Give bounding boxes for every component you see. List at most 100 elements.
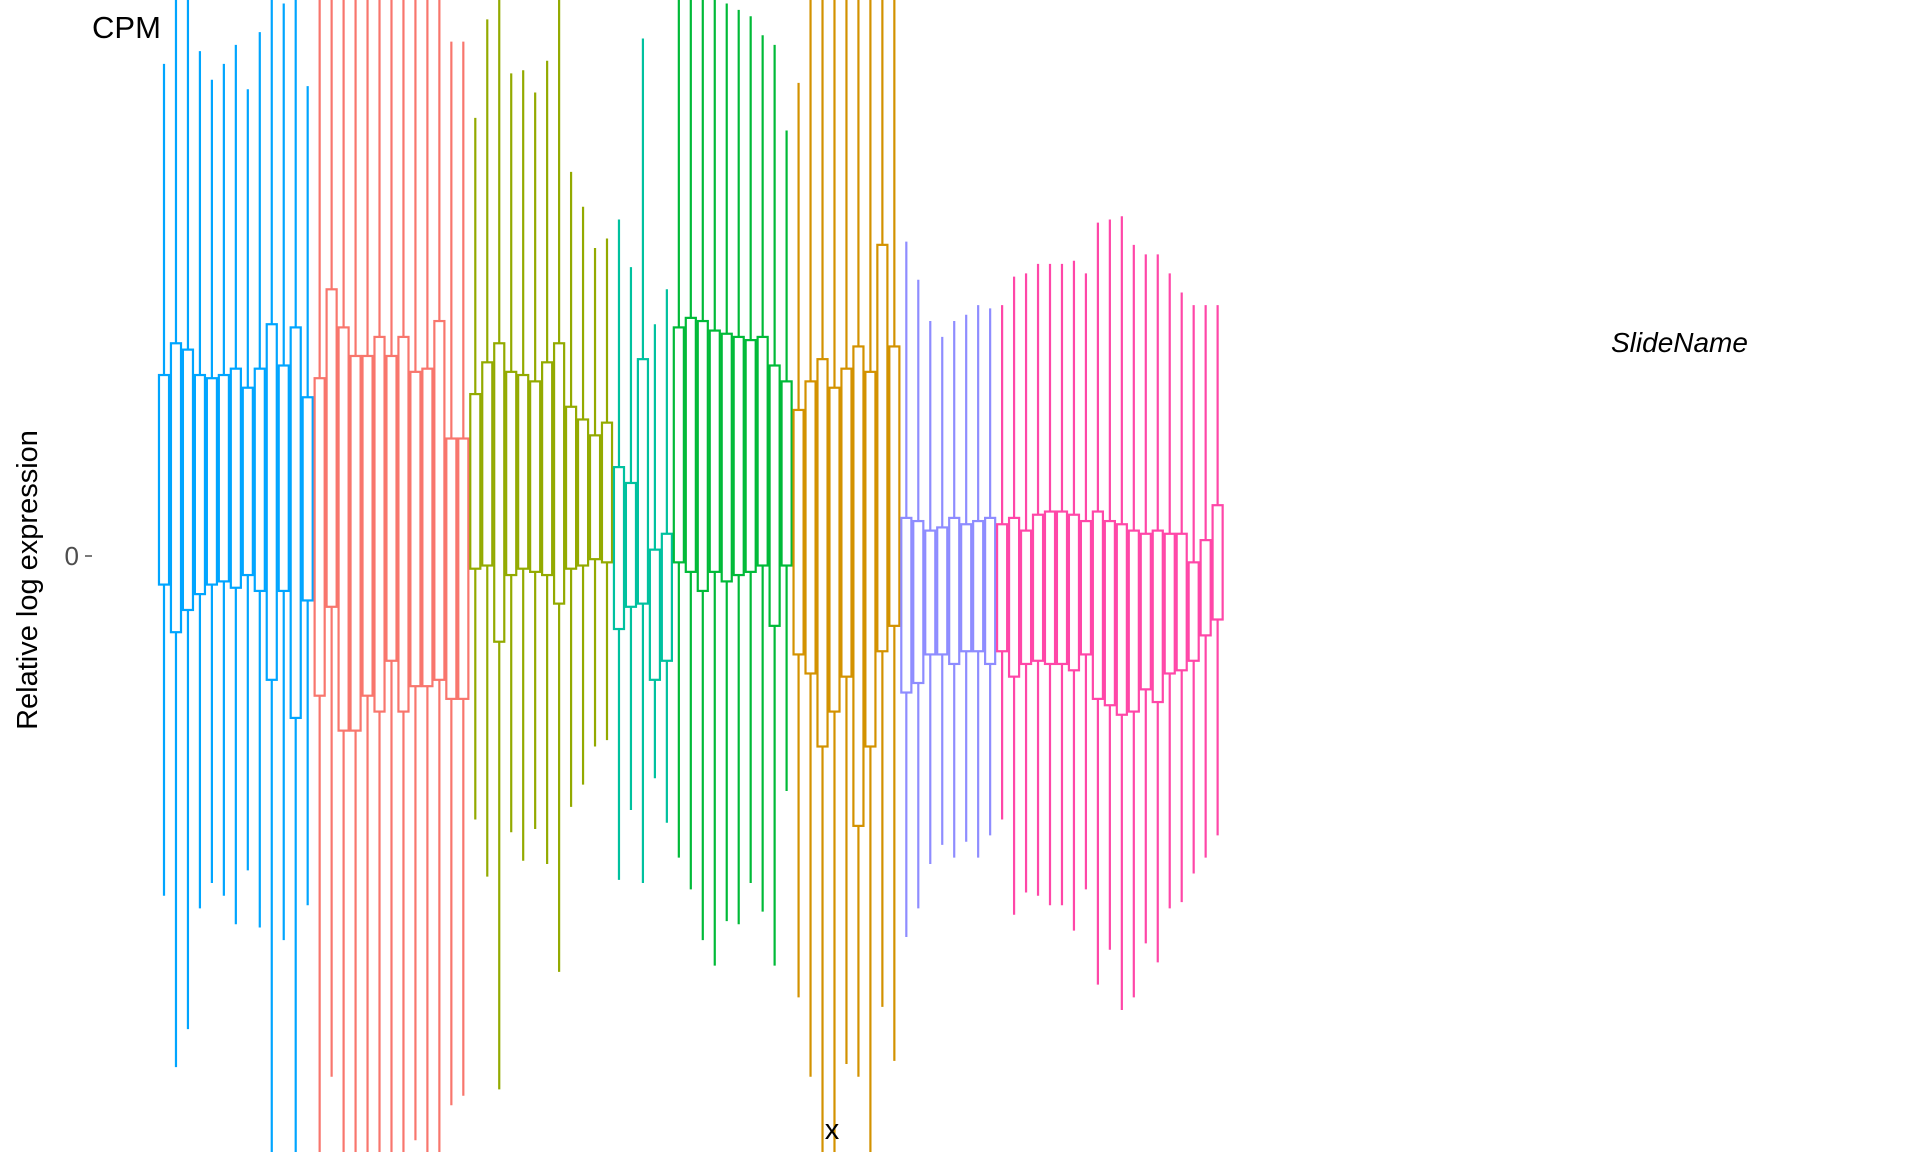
box-iqr: [325, 288, 338, 608]
box-iqr: [1103, 519, 1116, 707]
box-ms20-16767-a6: [1043, 263, 1057, 906]
box-20ich00432t-a1: [277, 3, 290, 941]
box-18-b-00496: [325, 0, 338, 1077]
box-iqr: [241, 386, 254, 577]
box-iqr: [612, 466, 626, 631]
box-ms19-293000-a1: [924, 321, 937, 864]
box-20ich00432t-a1: [229, 44, 242, 925]
box-ms20-16767-a6: [1079, 273, 1093, 890]
box-20ich00432t-a1: [265, 0, 278, 1152]
x-axis-label: x: [825, 1114, 840, 1146]
box-iqr: [349, 354, 362, 732]
box-18-b-02912: [888, 0, 901, 1061]
box-18-b-00496: [337, 0, 350, 1152]
box-ms19-293000-a1: [960, 314, 973, 842]
box-ms20-16767-a6: [1115, 216, 1128, 1011]
box-iqr: [1031, 513, 1045, 662]
box-19-b-01576: [768, 44, 781, 966]
box-18-b-00496: [349, 0, 362, 1152]
box-ms20-16767-a6: [1187, 305, 1200, 874]
box-20-b-00423: [612, 219, 626, 880]
box-iqr: [648, 548, 662, 681]
plot-area: [157, 0, 1224, 1152]
box-20ich00432t-a1: [253, 32, 266, 928]
box-iqr: [181, 348, 195, 612]
box-18-b-00496: [433, 0, 446, 1152]
y-tick-label: 0: [65, 541, 79, 571]
box-19-b-01500: [481, 19, 494, 877]
box-ms19-293000-a1: [900, 241, 913, 937]
box-iqr: [373, 335, 386, 713]
box-20ich00432t-a1: [289, 0, 302, 1152]
box-19-b-01576: [756, 35, 769, 912]
box-iqr: [900, 516, 913, 694]
box-19-b-01500: [517, 70, 530, 861]
box-20-b-00423: [660, 289, 673, 823]
box-iqr: [445, 437, 458, 700]
box-iqr: [169, 342, 183, 634]
box-20-b-00423: [648, 324, 662, 779]
box-18-b-00496: [445, 41, 458, 1106]
box-18-b-00496: [361, 0, 374, 1152]
box-iqr: [277, 364, 290, 593]
box-iqr: [816, 358, 829, 748]
chart-title: CPM: [92, 10, 161, 45]
box-19-b-01576: [696, 0, 709, 941]
box-iqr: [205, 377, 219, 586]
box-iqr: [193, 373, 207, 596]
box-iqr: [552, 342, 566, 605]
box-iqr: [672, 326, 685, 564]
box-ms19-293000-a1: [972, 305, 985, 858]
box-19-b-01576: [672, 0, 685, 858]
box-iqr: [1019, 529, 1033, 666]
box-iqr: [301, 396, 314, 602]
box-iqr: [732, 335, 745, 577]
box-iqr: [588, 434, 602, 561]
box-iqr: [1139, 532, 1152, 691]
box-iqr: [481, 361, 494, 567]
box-iqr: [960, 523, 973, 653]
box-iqr: [804, 380, 817, 675]
box-19-b-01500: [469, 117, 482, 820]
box-iqr: [385, 354, 398, 662]
box-iqr: [624, 481, 638, 608]
box-20ich00432t-a1: [301, 86, 314, 906]
box-iqr: [505, 370, 518, 577]
box-iqr: [876, 243, 889, 653]
box-ms20-16767-a6: [995, 305, 1009, 820]
box-iqr: [936, 526, 949, 656]
box-iqr: [229, 367, 242, 589]
box-18-b-02912: [852, 0, 865, 1077]
box-19-b-01500: [541, 60, 554, 864]
box-iqr: [361, 354, 374, 697]
box-ms20-16767-a6: [1163, 273, 1176, 909]
box-iqr: [517, 373, 530, 570]
box-iqr: [1007, 516, 1021, 678]
box-iqr: [337, 326, 350, 732]
box-18-b-02912: [864, 0, 877, 1152]
box-ms20-16767-a6: [1091, 222, 1105, 985]
box-18-b-00496: [397, 0, 410, 1152]
box-ms20-16767-a6: [1175, 292, 1188, 903]
box-19-b-01576: [684, 0, 697, 890]
box-19-b-01500: [588, 248, 602, 747]
box-iqr: [289, 326, 302, 720]
box-20ich00432t-a1: [205, 79, 219, 884]
box-19-b-01500: [552, 0, 566, 972]
box-19-b-01500: [600, 238, 614, 741]
box-19-b-01500: [564, 171, 578, 807]
box-iqr: [529, 380, 542, 573]
box-ms20-16767-a6: [1151, 254, 1164, 963]
box-20ich00432t-a1: [217, 63, 230, 896]
box-18-b-00496: [421, 0, 434, 1152]
box-iqr: [397, 335, 410, 713]
box-ms20-16767-a6: [1139, 254, 1152, 944]
box-iqr: [708, 329, 721, 573]
box-20ich00432t-a1: [157, 63, 171, 896]
box-18-b-00496: [409, 0, 422, 1141]
box-20ich00432t-a1: [241, 89, 254, 871]
box-iqr: [684, 316, 697, 573]
box-iqr: [1091, 510, 1105, 700]
box-ms20-16767-a6: [1019, 273, 1033, 893]
